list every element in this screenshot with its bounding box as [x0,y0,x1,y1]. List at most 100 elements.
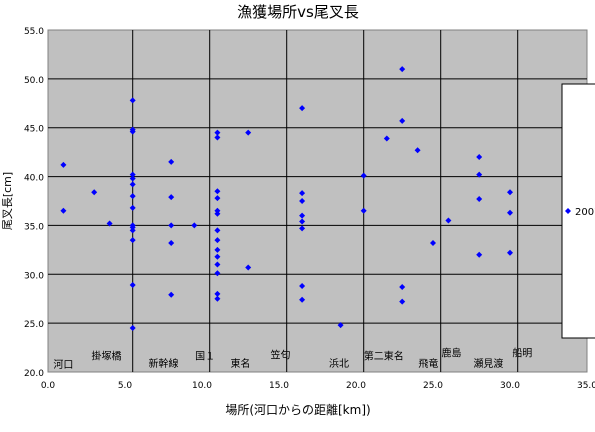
legend: 2007 [561,83,595,339]
data-point [129,181,136,188]
data-point [191,222,198,229]
data-point [214,195,221,202]
data-point [476,171,483,178]
vertical-reference-lines [132,30,519,372]
data-point [299,218,306,225]
x-tick-label: 10.0 [192,381,212,391]
data-point [476,251,483,258]
data-point [168,240,175,247]
location-label: 掛塚橋 [92,349,122,362]
plot-area [47,29,588,373]
chart-title: 漁獲場所vs尾叉長 [237,3,359,21]
location-label: 鹿島 [441,346,461,359]
data-point [507,189,513,196]
data-point [91,189,98,196]
location-label: 船明 [512,346,532,359]
y-axis-label: 尾叉長[cm] [1,172,14,230]
data-point [168,222,175,229]
data-point [507,209,513,216]
data-point [299,105,306,112]
data-point [299,225,306,232]
x-tick-label: 5.0 [118,381,133,391]
data-point [129,97,136,104]
y-tick-label: 35.0 [24,222,44,232]
x-tick-label: 15.0 [269,381,289,391]
data-point [60,161,67,168]
data-point [214,270,221,277]
data-point [129,325,136,332]
x-tick-label: 20.0 [346,381,366,391]
data-point [129,175,136,182]
data-point [360,207,367,214]
data-point [383,135,390,142]
data-point [476,196,483,203]
data-point [299,283,306,290]
location-label: 浜北 [329,358,349,370]
data-point [214,295,221,302]
data-point [214,188,221,195]
data-point [214,246,221,253]
data-point [129,128,136,135]
data-point [214,227,221,234]
data-points [60,66,513,332]
data-point [360,172,367,179]
x-tick-label: 30.0 [500,381,520,391]
data-point [129,204,136,211]
y-tick-label: 55.0 [24,27,44,37]
location-label: 国１ [195,350,215,362]
data-point [129,193,136,200]
y-tick-label: 50.0 [24,76,44,86]
data-point [299,190,306,197]
data-point [299,198,306,204]
x-axis-tick-labels: 0.0 5.0 10.0 15.0 20.0 25.0 30.0 35.0 [41,381,595,391]
data-point [214,253,221,260]
location-label: 瀬見渡 [473,357,503,370]
data-point [414,147,421,154]
data-point [214,129,221,136]
x-tick-label: 25.0 [423,381,443,391]
location-label: 河口 [53,359,73,371]
x-tick-label: 35.0 [577,381,595,391]
data-point [129,171,136,178]
data-point [129,282,136,289]
data-point [507,249,513,256]
data-point [430,240,436,247]
data-point [214,261,221,268]
legend-series-label: 2007 [575,207,595,218]
data-point [214,237,221,244]
data-point [168,158,175,165]
data-point [399,283,406,290]
location-label: 東名 [231,357,251,370]
location-label: 新幹線 [149,357,179,370]
data-point [399,298,406,305]
y-tick-label: 40.0 [24,174,44,184]
data-point [214,210,221,217]
data-point [476,154,483,161]
data-point [245,264,252,271]
data-point [399,66,406,73]
data-point [168,194,175,201]
data-point [214,290,221,297]
y-tick-label: 20.0 [24,369,44,379]
y-axis-tick-labels: 20.0 25.0 30.0 35.0 40.0 45.0 50.0 55.0 [24,27,44,379]
data-point [168,291,175,298]
legend-marker-diamond [565,208,571,214]
data-point [399,117,406,124]
x-axis-label: 場所(河口からの距離[km]) [225,403,370,417]
data-point [337,322,344,329]
location-label: 笠匂 [271,348,291,361]
location-label: 第二東名 [364,349,404,362]
data-point [129,237,136,244]
data-point [245,129,252,136]
data-point [129,227,136,234]
y-tick-label: 30.0 [24,271,44,281]
data-point [106,220,113,227]
x-tick-label: 0.0 [41,381,56,391]
data-point [445,217,452,224]
data-point [299,296,306,303]
y-tick-label: 25.0 [24,320,44,330]
data-point [214,134,221,141]
